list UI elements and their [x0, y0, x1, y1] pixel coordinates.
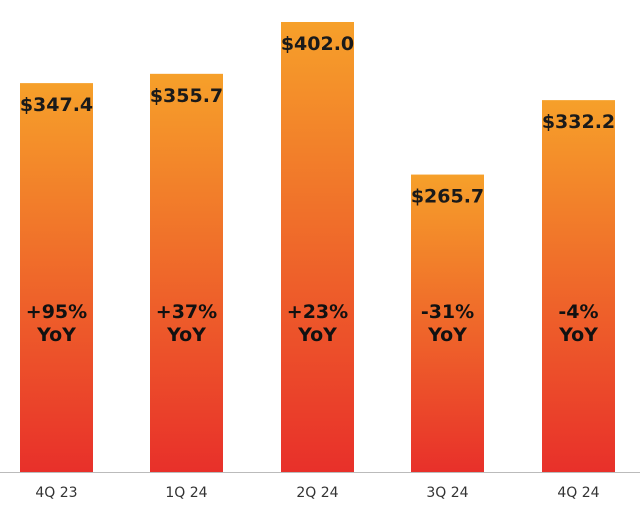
- yoy-percent-label-2: +23%: [287, 301, 348, 323]
- yoy-suffix-label-2: YoY: [297, 324, 337, 346]
- x-tick-label-3: 3Q 24: [426, 485, 468, 501]
- bar-1: [150, 73, 223, 472]
- yoy-percent-label-3: -31%: [421, 301, 474, 323]
- x-tick-label-2: 2Q 24: [296, 485, 338, 501]
- x-tick-label-0: 4Q 23: [35, 485, 77, 501]
- yoy-suffix-label-3: YoY: [427, 324, 467, 346]
- bar-3: [411, 174, 484, 472]
- value-label-3: $265.7: [411, 186, 484, 208]
- yoy-percent-label-0: +95%: [26, 301, 87, 323]
- yoy-percent-label-1: +37%: [156, 301, 217, 323]
- bar-0: [20, 83, 93, 473]
- yoy-percent-label-4: -4%: [558, 301, 598, 323]
- yoy-suffix-label-0: YoY: [36, 324, 76, 346]
- yoy-suffix-label-4: YoY: [558, 324, 598, 346]
- value-label-0: $347.4: [20, 94, 93, 116]
- value-label-1: $355.7: [150, 85, 223, 107]
- bar-2: [281, 22, 354, 472]
- bar-4: [542, 100, 615, 472]
- yoy-suffix-label-1: YoY: [166, 324, 206, 346]
- x-tick-label-4: 4Q 24: [557, 485, 599, 501]
- bars-group: [20, 22, 615, 473]
- x-tick-label-1: 1Q 24: [165, 485, 207, 501]
- value-label-2: $402.0: [281, 33, 354, 55]
- value-label-4: $332.2: [542, 111, 615, 133]
